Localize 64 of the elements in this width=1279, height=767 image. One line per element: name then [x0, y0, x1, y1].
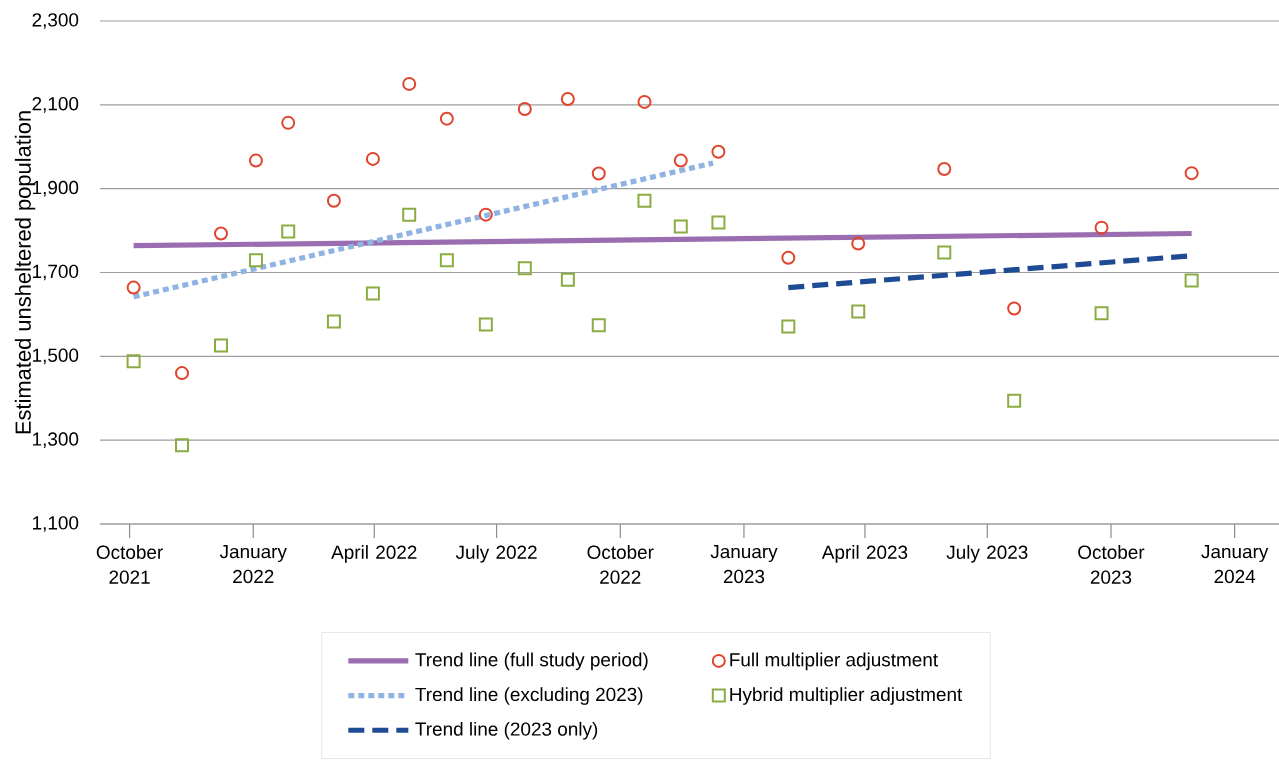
point — [213, 338, 228, 353]
point — [591, 318, 606, 333]
point — [711, 144, 726, 159]
x-tick-label: July 2023 — [946, 545, 1028, 563]
point — [126, 354, 141, 369]
legend-label: Hybrid multiplier adjustment — [730, 687, 963, 705]
point — [637, 94, 652, 109]
legend-label: Trend line (full study period) — [415, 652, 648, 671]
point — [439, 111, 454, 126]
point — [213, 226, 228, 241]
y-tick-label: 1,100 — [33, 516, 79, 532]
legend-label: Trend line (excluding 2023) — [415, 687, 643, 705]
point — [851, 236, 866, 251]
point — [937, 245, 952, 260]
point — [711, 215, 726, 230]
point — [365, 151, 380, 166]
point — [402, 207, 417, 222]
y-tick-label: 2,300 — [32, 13, 79, 29]
point — [175, 366, 190, 381]
x-tick-label: April 2022 — [331, 545, 417, 563]
x-tick-label: January 2022 — [219, 545, 287, 584]
point — [591, 166, 606, 181]
x-tick-label: January 2023 — [710, 545, 778, 584]
point — [673, 219, 688, 234]
point — [126, 280, 141, 295]
point — [1094, 220, 1109, 235]
point — [326, 193, 341, 208]
point — [1007, 301, 1022, 316]
point — [281, 224, 296, 239]
point — [781, 319, 796, 334]
point — [326, 314, 341, 329]
point — [281, 115, 296, 130]
point — [637, 193, 652, 208]
point — [175, 438, 190, 453]
x-tick-label: July 2022 — [455, 545, 537, 563]
legend-label: Full multiplier adjustment — [730, 652, 938, 671]
y-tick-label: 1,700 — [33, 264, 79, 281]
point — [478, 317, 493, 332]
point — [248, 153, 263, 168]
point — [1007, 393, 1022, 408]
y-tick-label: 1,300 — [33, 432, 79, 448]
x-tick-label: October 2021 — [96, 545, 163, 584]
point — [560, 91, 575, 106]
x-tick-label: October 2023 — [1078, 545, 1145, 584]
point — [673, 153, 688, 168]
point — [478, 207, 493, 222]
x-tick-label: January 2024 — [1201, 545, 1269, 584]
point — [517, 102, 532, 117]
point — [851, 304, 866, 319]
point — [402, 76, 417, 91]
point — [1184, 273, 1199, 288]
point — [365, 286, 380, 301]
point — [1094, 306, 1109, 321]
point — [937, 161, 952, 176]
point — [517, 261, 532, 276]
x-tick-label: April 2023 — [821, 545, 908, 563]
point — [560, 272, 575, 287]
point — [248, 253, 263, 268]
point — [1184, 166, 1199, 181]
legend-label: Trend line (2023 only) — [415, 721, 598, 740]
y-tick-label: 2,100 — [32, 97, 79, 113]
x-tick-label: October 2022 — [587, 545, 654, 584]
point — [439, 253, 454, 268]
point — [781, 250, 796, 265]
